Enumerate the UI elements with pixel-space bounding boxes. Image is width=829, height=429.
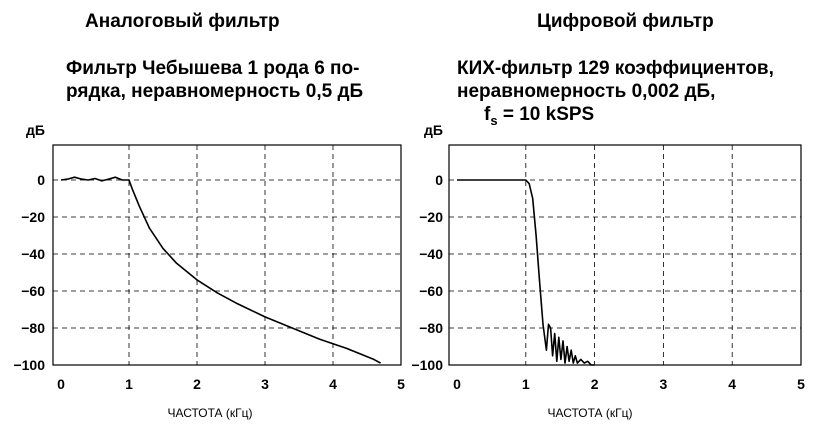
x-tick-label: 5 [397, 376, 405, 392]
y-axis-label: дБ [26, 122, 45, 138]
left-subtitle-line1: Фильтр Чебышева 1 рода 6 по- [66, 58, 360, 79]
y-tick-label: −60 [419, 283, 443, 299]
x-axis-label: ЧАСТОТА (кГц) [167, 406, 252, 420]
fs-symbol: f [484, 104, 491, 125]
right-subtitle-line1: КИХ-фильтр 129 коэффициентов, [457, 58, 774, 79]
x-tick-label: 3 [261, 376, 269, 392]
fs-subscript: s [490, 112, 498, 128]
right-subtitle-line2: неравномерность 0,002 дБ, [457, 81, 716, 102]
right-heading: Цифровой фильтр [537, 11, 714, 32]
y-axis-label: дБ [424, 122, 443, 138]
y-tick-label: −40 [21, 246, 45, 262]
left-heading: Аналоговый фильтр [85, 11, 280, 32]
y-tick-label: 0 [435, 172, 443, 188]
x-tick-label: 2 [193, 376, 201, 392]
right-sampling-rate: fs = 10 kSPS [484, 103, 594, 132]
y-tick-label: 0 [37, 172, 45, 188]
y-tick-label: −40 [419, 246, 443, 262]
y-tick-label: −80 [419, 320, 443, 336]
y-tick-label: −20 [21, 209, 45, 225]
x-tick-label: 1 [522, 376, 530, 392]
x-tick-label: 4 [728, 376, 736, 392]
series-line [457, 179, 595, 366]
y-tick-label: −100 [13, 357, 45, 373]
x-tick-label: 4 [329, 376, 337, 392]
chart-digital: 0 −20 −40 −60 −80 −100 0 1 2 3 4 5 дБ ЧАСТОТА (кГц) [411, 122, 805, 420]
x-tick-label: 2 [591, 376, 599, 392]
plot-frame [52, 144, 402, 366]
x-tick-label: 0 [57, 376, 65, 392]
left-subtitle-line2: рядка, неравномерность 0,5 дБ [66, 81, 364, 102]
fs-value: = 10 kSPS [497, 104, 595, 125]
y-tick-label: −80 [21, 320, 45, 336]
x-axis-label: ЧАСТОТА (кГц) [547, 406, 632, 420]
x-tick-label: 3 [660, 376, 668, 392]
plot-frame [448, 144, 802, 366]
y-tick-label: −100 [411, 357, 443, 373]
y-tick-label: −20 [419, 209, 443, 225]
series-line [60, 176, 381, 364]
x-tick-label: 5 [797, 376, 805, 392]
x-tick-label: 0 [453, 376, 461, 392]
y-tick-label: −60 [21, 283, 45, 299]
x-tick-label: 1 [125, 376, 133, 392]
chart-analog: 0 −20 −40 −60 −80 −100 0 1 2 3 4 5 дБ ЧАСТОТА (кГц) [13, 122, 405, 420]
